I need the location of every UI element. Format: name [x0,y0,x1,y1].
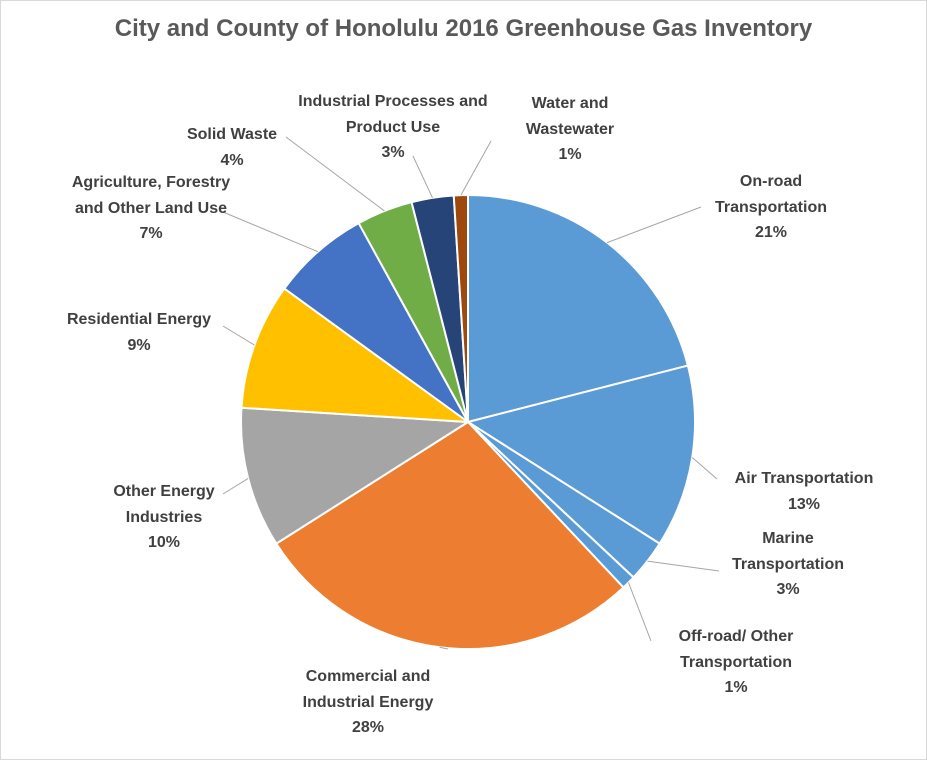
pie-slice [465,364,696,546]
value-label: 4% [220,151,244,169]
leader-line [222,211,319,253]
value-label: 3% [381,144,405,161]
leader-line [647,560,720,572]
category-label: Residential Energy [66,311,212,328]
pie-slice [240,406,472,546]
data-label: Commercial and Industrial Energy 28% [283,664,453,741]
category-label: Other Energy Industries [113,483,215,526]
data-label: Air Transportation 13% [714,466,894,517]
data-label: Other Energy Industries 10% [99,479,229,556]
data-label: Residential Energy 9% [49,307,229,358]
category-label: Solid Waste [186,126,278,143]
value-label: 9% [127,336,151,354]
value-label: 28% [351,719,385,736]
leader-line [222,478,249,495]
value-label: 13% [787,495,821,513]
value-label: 3% [776,581,800,598]
category-label: Marine Transportation [731,530,844,573]
data-label: Water and Wastewater 1% [515,91,625,168]
value-label: 10% [147,534,181,551]
category-label: On-road Transportation [714,173,827,216]
data-label: On-road Transportation 21% [701,169,841,246]
data-label: Off-road/ Other Transportation 1% [661,624,811,701]
data-label: Agriculture, Forestry and Other Land Use… [71,170,231,247]
leader-line [439,646,449,650]
category-label: Agriculture, Forestry and Other Land Use [71,174,231,217]
leader-line [285,136,385,212]
category-label: Commercial and Industrial Energy [302,668,434,711]
category-label: Air Transportation [734,470,874,487]
value-label: 1% [724,679,748,696]
value-label: 21% [754,224,788,241]
leader-line [222,325,255,346]
leader-line [412,155,433,199]
leader-line [691,457,718,480]
value-label: 7% [139,225,163,242]
category-label: Off-road/ Other Transportation [678,628,794,671]
chart-title: City and County of Honolulu 2016 Greenho… [114,15,813,42]
leader-line [628,582,652,642]
pie-slice [240,287,472,424]
leader-line [460,140,492,196]
category-label: Industrial Processes and Product Use [298,93,488,136]
value-label: 1% [558,146,582,163]
data-label: Marine Transportation 3% [713,526,863,603]
leader-line [606,206,702,244]
pie-slice [467,193,690,424]
category-label: Water and Wastewater [525,95,615,138]
data-label: Industrial Processes and Product Use 3% [298,89,488,166]
data-label: Solid Waste 4% [172,122,292,173]
